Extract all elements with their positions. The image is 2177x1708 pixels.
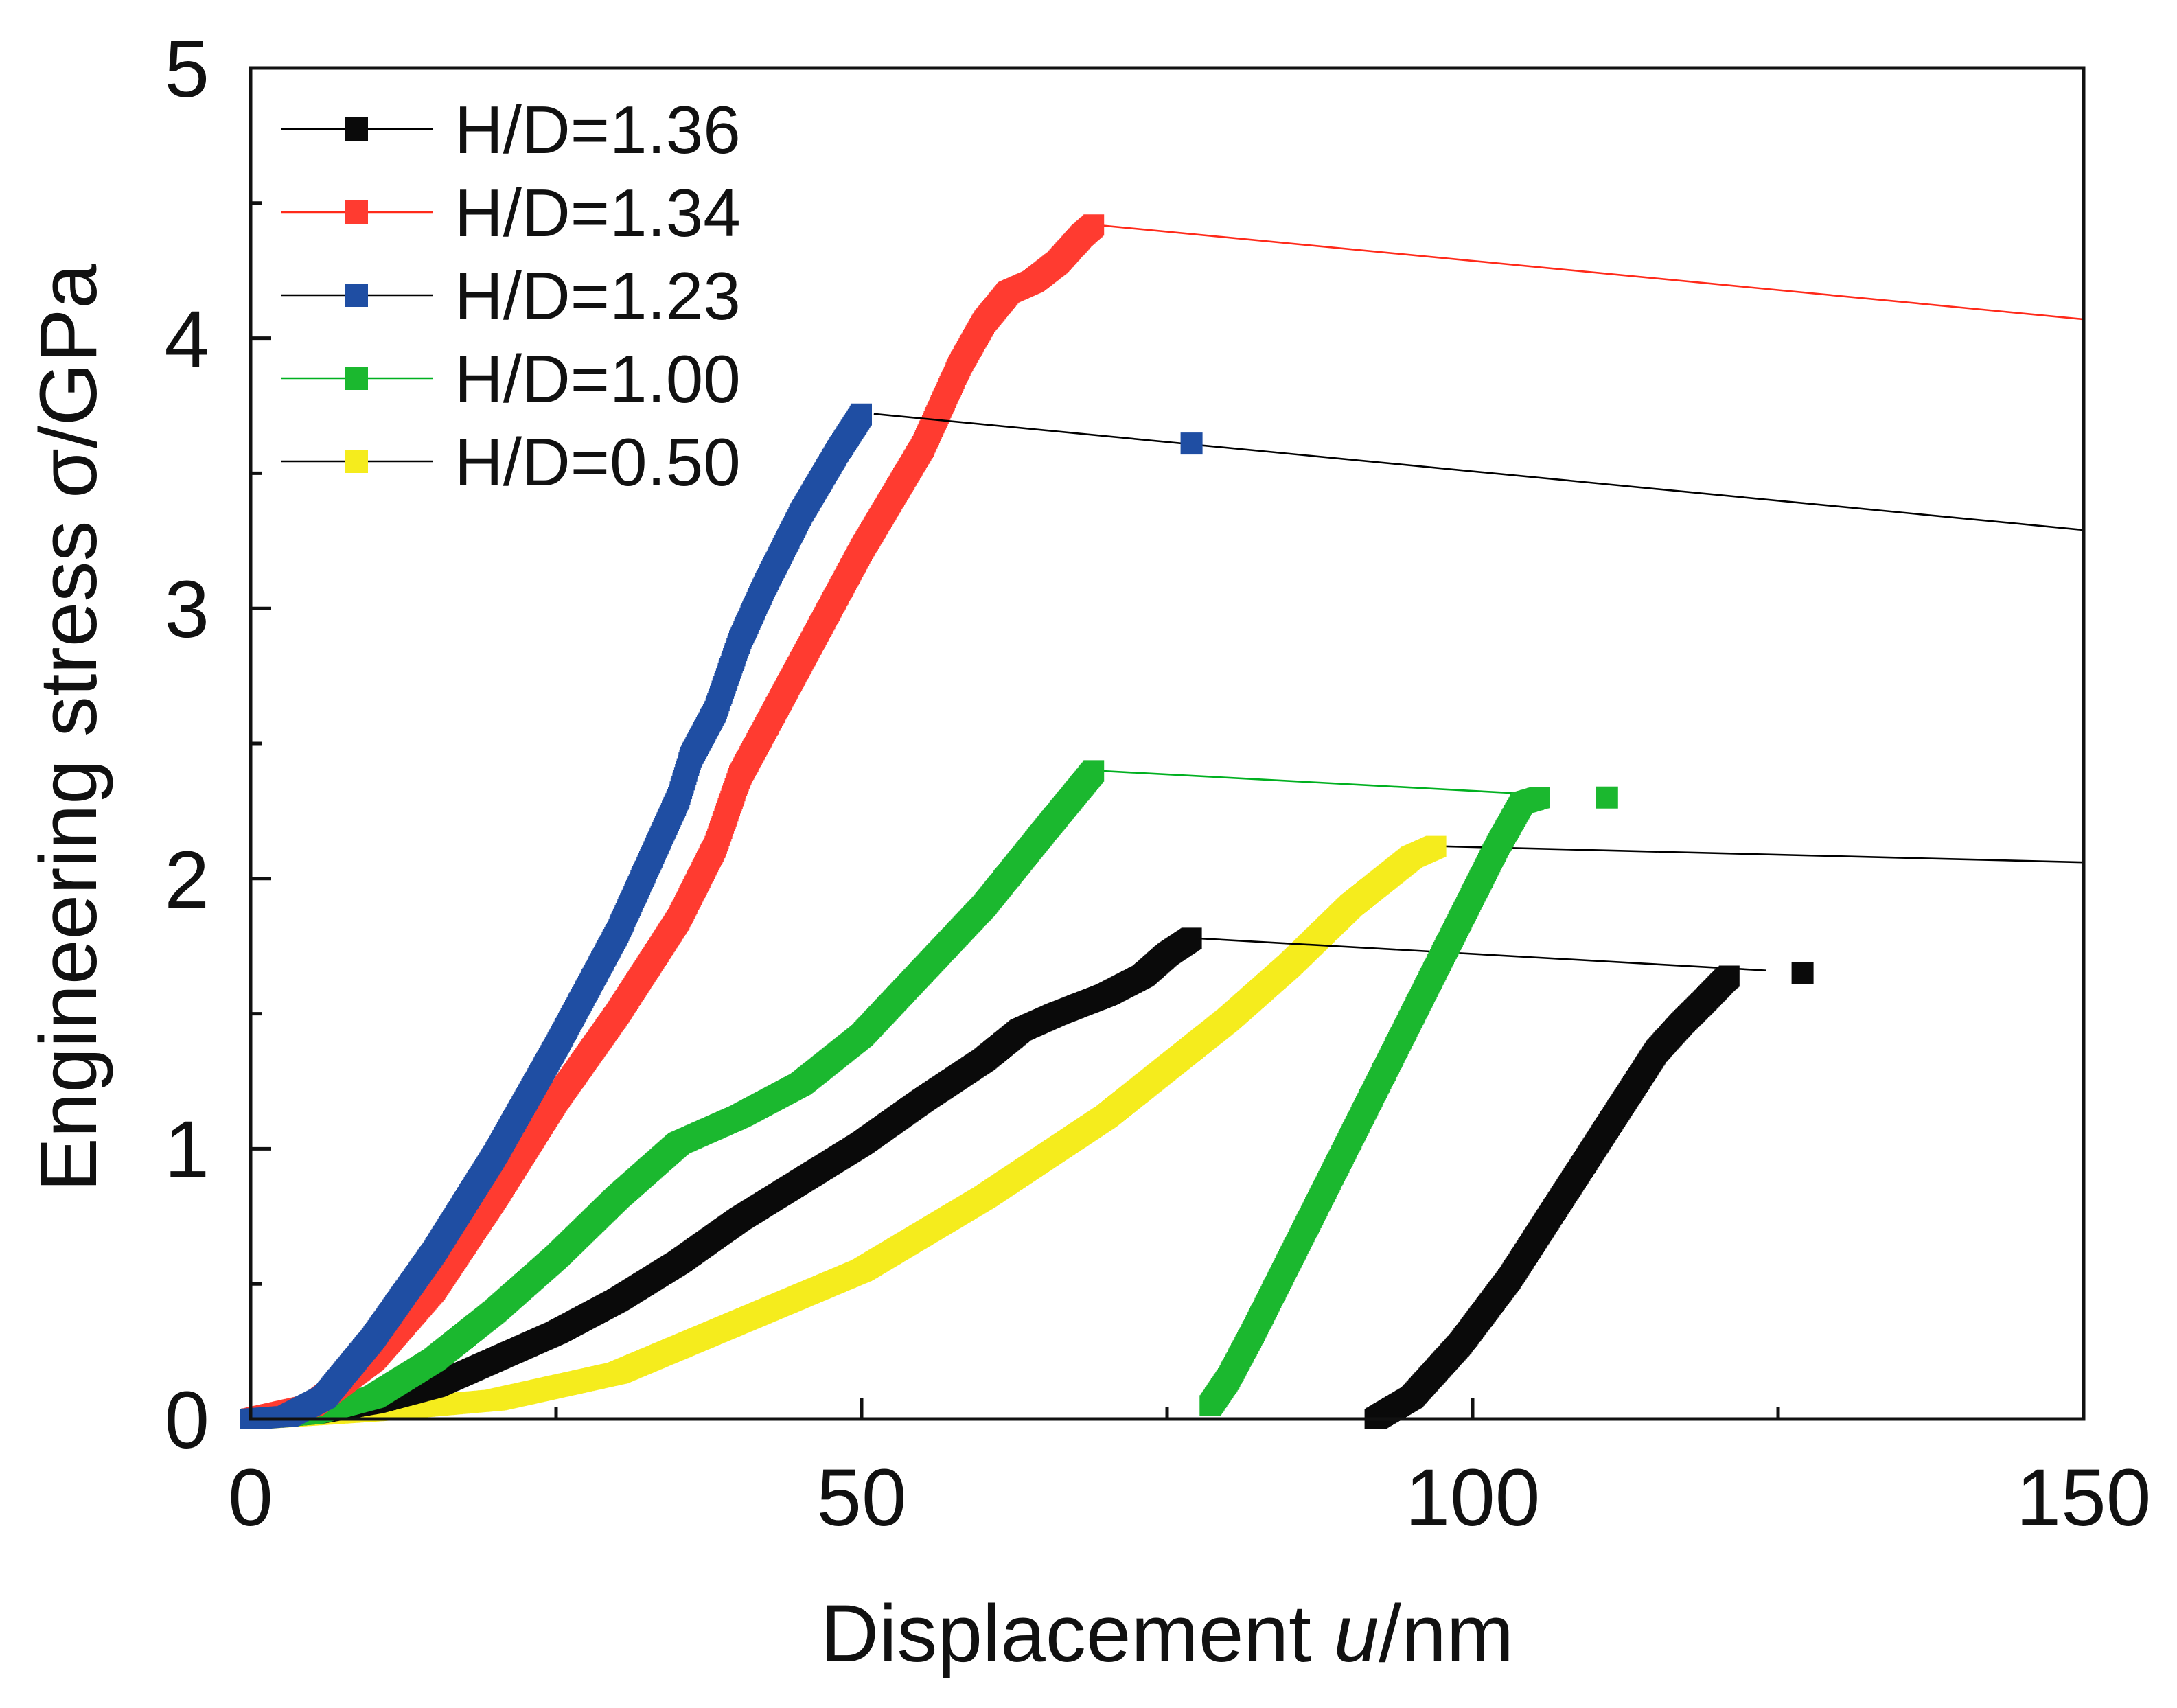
legend-marker	[345, 367, 368, 390]
loading-curve	[240, 214, 1105, 1429]
legend-item: H/D=1.34	[281, 175, 741, 251]
y-tick-labels: 0 1 2 3 4 5	[164, 24, 209, 1466]
loading-curve	[240, 760, 1105, 1429]
y-tick-label: 0	[164, 1375, 209, 1466]
jump-line	[1094, 770, 1546, 796]
x-axis-title-prefix: Displacement	[820, 1589, 1334, 1679]
y-axis-title: Engineering stress σ/GPa	[23, 264, 114, 1192]
legend-label: H/D=1.34	[454, 175, 741, 251]
unloading-curve	[1364, 965, 1740, 1429]
y-tick-label: 5	[164, 24, 209, 115]
axis-ticks	[249, 66, 2086, 1421]
loading-curve	[240, 403, 872, 1429]
legend-label: H/D=1.36	[454, 92, 741, 168]
jump-line	[1094, 223, 2084, 321]
legend: H/D=1.36H/D=1.34H/D=1.23H/D=1.00H/D=0.50	[281, 92, 741, 500]
legend-marker	[345, 284, 368, 307]
unloading-curve	[1199, 787, 1550, 1416]
legend-item: H/D=1.23	[281, 258, 741, 334]
y-tick-label: 3	[164, 564, 209, 655]
loading-curve	[240, 835, 1447, 1429]
x-axis-title-variable: u	[1334, 1589, 1379, 1679]
legend-item: H/D=1.36	[281, 92, 741, 168]
y-tick-label: 1	[164, 1105, 209, 1195]
legend-label: H/D=1.00	[454, 341, 741, 417]
series-H/D=1.36	[240, 927, 1814, 1429]
series-H/D=0.50	[240, 835, 2084, 1429]
x-tick-label: 50	[816, 1453, 906, 1543]
jump-line	[1436, 845, 2084, 864]
jump-line	[1191, 937, 1766, 971]
x-axis-title: Displacement u/nm	[820, 1589, 1514, 1679]
series-H/D=1.34	[240, 214, 2084, 1429]
legend-label: H/D=0.50	[454, 424, 741, 500]
data-point-marker	[1791, 962, 1814, 984]
series-layer	[240, 214, 2084, 1429]
loading-curve	[240, 927, 1202, 1429]
x-axis-title-suffix: /nm	[1379, 1589, 1514, 1679]
x-tick-label: 100	[1405, 1453, 1541, 1543]
legend-marker	[345, 200, 368, 224]
y-tick-label: 4	[164, 295, 209, 385]
legend-marker	[345, 117, 368, 141]
legend-item: H/D=1.00	[281, 341, 741, 417]
legend-label: H/D=1.23	[454, 258, 741, 334]
data-point-marker	[1180, 432, 1203, 455]
x-tick-labels: 0 50 100 150	[228, 1453, 2151, 1543]
series-H/D=1.00	[240, 760, 1618, 1429]
x-tick-label: 150	[2016, 1453, 2152, 1543]
legend-marker	[345, 450, 368, 473]
data-point-marker	[1596, 786, 1618, 809]
jump-line	[873, 413, 2084, 531]
x-tick-label: 0	[228, 1453, 273, 1543]
y-tick-label: 2	[164, 835, 209, 925]
legend-item: H/D=0.50	[281, 424, 741, 500]
series-H/D=1.23	[240, 403, 2084, 1429]
